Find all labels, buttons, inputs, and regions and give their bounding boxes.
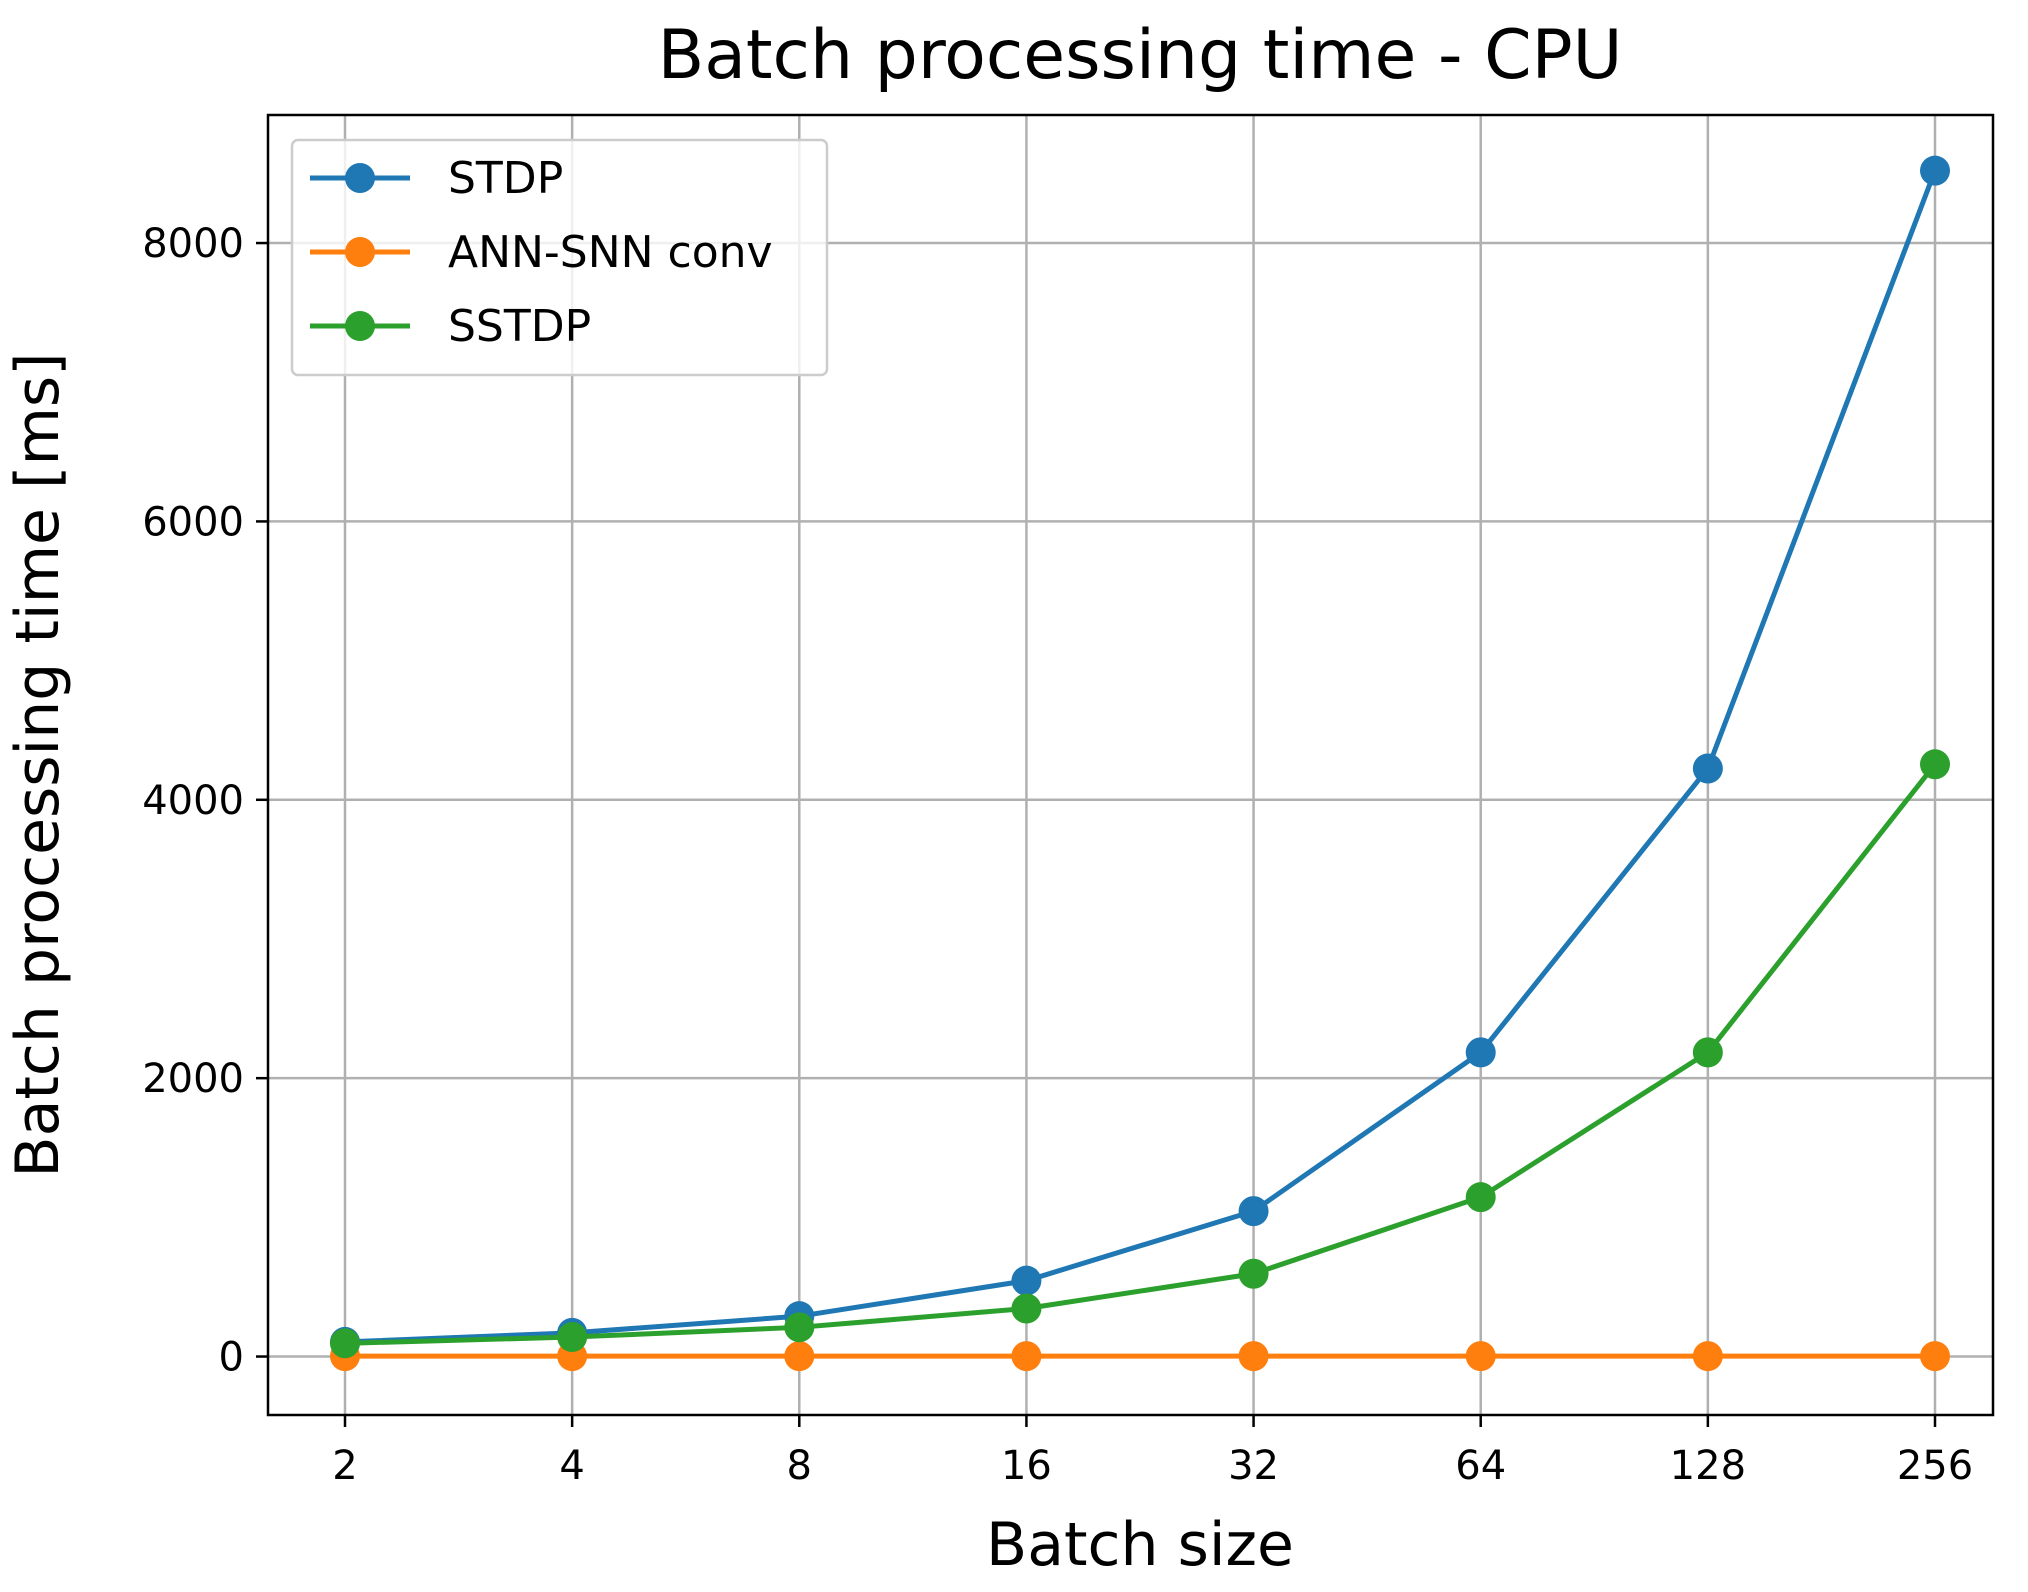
series-ann-snn-conv <box>330 1341 1950 1372</box>
x-axis-label: Batch size <box>986 1510 1294 1580</box>
data-point-sstdp <box>330 1328 360 1359</box>
data-point-sstdp <box>1692 1037 1723 1068</box>
data-point-ann-snn-conv <box>1692 1341 1723 1372</box>
x-tick-label: 4 <box>559 1443 584 1489</box>
data-point-stdp <box>1465 1037 1496 1068</box>
x-tick-label: 16 <box>1001 1443 1052 1489</box>
data-point-ann-snn-conv <box>1238 1341 1269 1372</box>
y-tick-label: 8000 <box>142 221 244 267</box>
x-tick-label: 2 <box>332 1443 357 1489</box>
x-tick-label: 64 <box>1455 1443 1506 1489</box>
x-tick-label: 8 <box>787 1443 812 1489</box>
data-point-ann-snn-conv <box>1011 1341 1042 1372</box>
legend-marker <box>345 311 375 341</box>
y-tick-label: 6000 <box>142 499 244 545</box>
legend-item-ann-snn-conv: ANN-SNN conv <box>310 227 773 278</box>
series-line-stdp <box>344 169 1938 1345</box>
plot-frame <box>266 113 1995 1417</box>
data-point-stdp <box>1238 1196 1269 1227</box>
x-tick-label: 256 <box>1897 1443 1973 1489</box>
x-tick-label: 32 <box>1228 1443 1279 1489</box>
data-point-sstdp <box>1011 1293 1042 1324</box>
data-point-sstdp <box>1920 749 1950 780</box>
data-point-ann-snn-conv <box>1465 1341 1496 1372</box>
series-line-sstdp <box>344 762 1937 1346</box>
legend-label: SSTDP <box>448 301 591 352</box>
data-point-stdp <box>1920 155 1950 186</box>
data-point-sstdp <box>1465 1182 1496 1213</box>
legend: STDP ANN-SNN conv SSTDP <box>290 138 829 377</box>
series-layer <box>330 155 1950 1372</box>
data-point-stdp <box>1692 753 1723 784</box>
legend-label: STDP <box>448 153 563 204</box>
data-point-sstdp <box>784 1312 815 1343</box>
y-axis-label: Batch processing time [ms] <box>3 352 73 1177</box>
data-point-sstdp <box>557 1322 588 1353</box>
data-point-stdp <box>1011 1265 1042 1296</box>
legend-item-stdp: STDP <box>310 153 563 204</box>
data-point-sstdp <box>1238 1258 1269 1289</box>
data-point-ann-snn-conv <box>784 1341 815 1372</box>
series-sstdp <box>330 749 1950 1359</box>
axis-ticks: 2 4 8 16 32 64 128 256 0 2000 4000 6000 8000 <box>142 221 1973 1489</box>
data-point-ann-snn-conv <box>1920 1341 1950 1372</box>
legend-marker <box>345 237 375 267</box>
y-tick-label: 4000 <box>142 778 244 824</box>
chart-title: Batch processing time - CPU <box>658 16 1623 95</box>
legend-label: ANN-SNN conv <box>448 227 773 278</box>
legend-box <box>290 138 829 377</box>
legend-item-sstdp: SSTDP <box>310 301 591 352</box>
legend-marker <box>345 163 375 193</box>
y-tick-label: 0 <box>219 1335 244 1381</box>
x-tick-label: 128 <box>1670 1443 1746 1489</box>
y-tick-label: 2000 <box>142 1056 244 1102</box>
